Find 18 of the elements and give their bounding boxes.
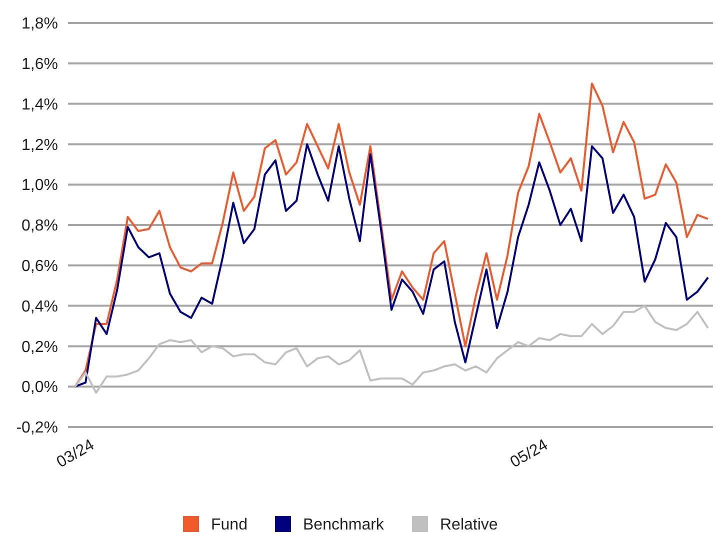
line-series [74,143,709,388]
y-tick-label: -0,2% [16,420,58,437]
y-tick-label: 0,8% [22,218,58,235]
y-tick-label: 0,4% [22,298,58,316]
y-tick-label: 1,4% [22,96,58,114]
y-tick-label: 1,2% [22,136,58,154]
y-tick-label: 0,2% [22,338,58,356]
y-tick-label: 1,6% [22,56,58,73]
legend-label: Benchmark [303,516,385,534]
y-tick-label: 0,0% [22,379,58,396]
line-series [74,82,709,388]
y-tick-label: 0,6% [22,258,58,275]
legend-label: Relative [440,516,498,534]
y-tick-label: 1,8% [22,16,58,33]
line-series [74,304,709,394]
x-tick-label: 05/24 [508,436,551,472]
y-tick-label: 1,0% [22,177,58,194]
legend-label: Fund [211,516,248,534]
